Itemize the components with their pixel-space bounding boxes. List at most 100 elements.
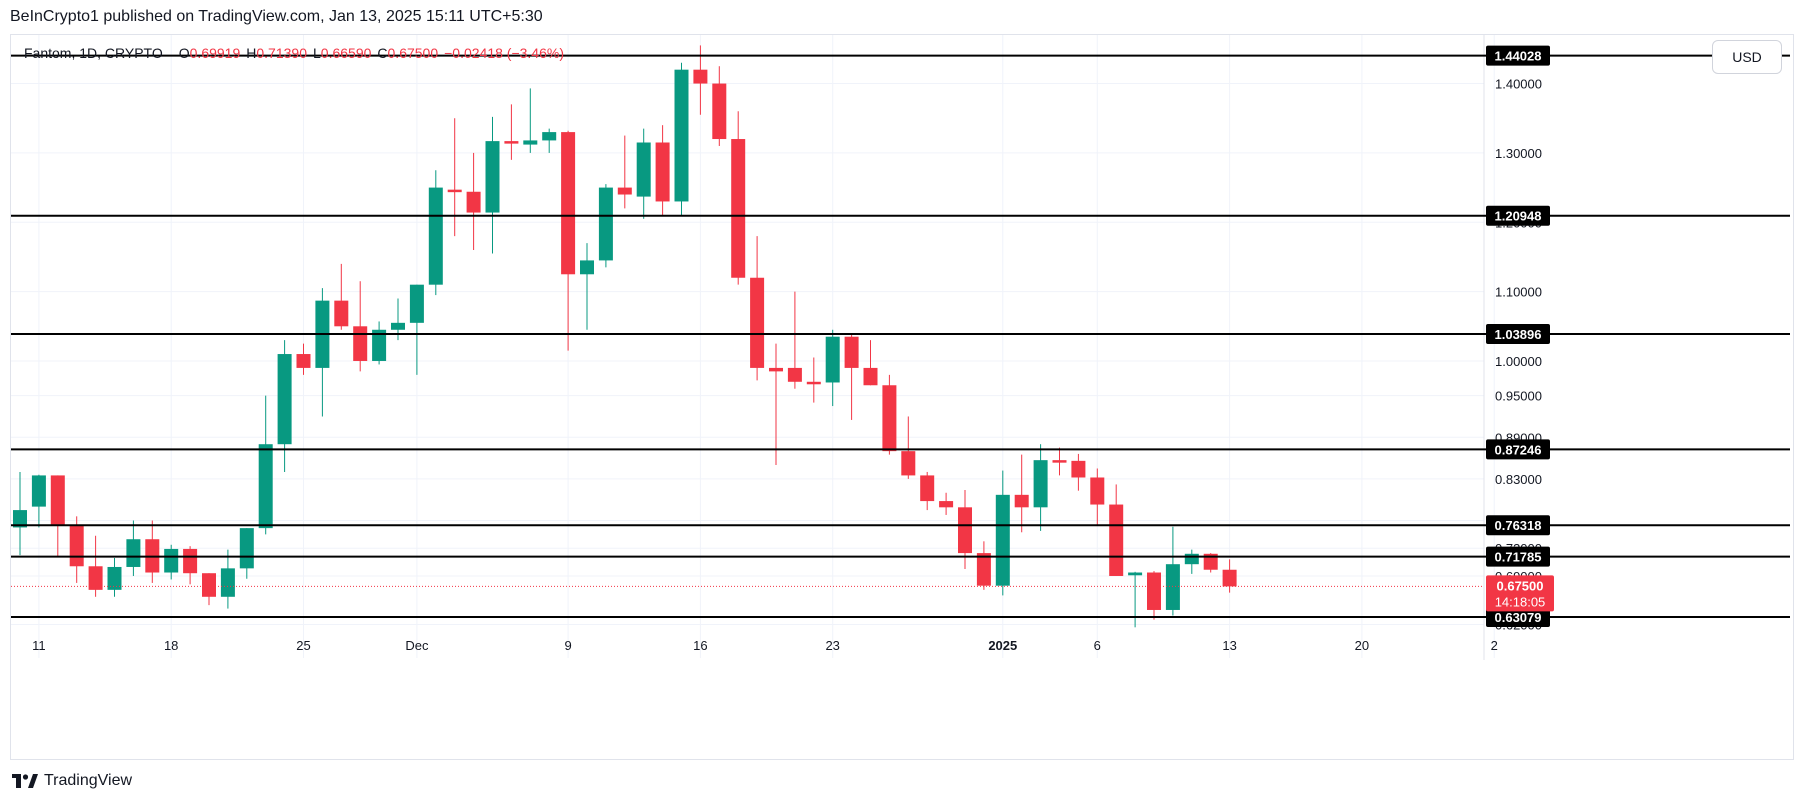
legend-open-value: 0.69919 xyxy=(189,45,241,61)
candle-body xyxy=(712,83,727,140)
candle xyxy=(466,152,481,251)
current-price-label: 0.67500 xyxy=(1497,578,1544,593)
level-label: 1.44028 xyxy=(1495,49,1542,64)
candle xyxy=(296,343,311,375)
x-tick-label: 18 xyxy=(164,638,178,653)
candle xyxy=(1090,468,1105,527)
candle xyxy=(31,474,46,528)
candle-body xyxy=(1071,460,1086,478)
candle-body xyxy=(655,142,670,202)
x-tick-label: 16 xyxy=(693,638,707,653)
candle xyxy=(617,135,632,209)
candle xyxy=(863,340,878,386)
candle xyxy=(409,284,424,375)
legend-low-value: 0.66590 xyxy=(320,45,372,61)
x-tick-label: 13 xyxy=(1222,638,1236,653)
candle xyxy=(542,128,557,153)
candle xyxy=(258,395,273,535)
candle-body xyxy=(391,322,405,330)
y-tick-label: 1.30000 xyxy=(1495,146,1542,161)
candle-body xyxy=(353,326,368,361)
candle-body xyxy=(183,548,198,574)
candle xyxy=(164,544,179,580)
level-label: 0.87246 xyxy=(1495,442,1542,457)
currency-selector[interactable]: USD xyxy=(1712,40,1782,74)
legend-high-value: 0.71390 xyxy=(256,45,307,61)
candle xyxy=(1109,484,1124,576)
candle-body xyxy=(1147,572,1161,610)
candle-body xyxy=(617,187,632,195)
candle xyxy=(674,62,689,216)
level-label: 0.63079 xyxy=(1495,610,1542,625)
candle xyxy=(1033,444,1048,531)
candle-body xyxy=(13,510,27,528)
candle xyxy=(353,281,368,372)
x-tick-label: 2 xyxy=(1491,638,1498,653)
candle-body xyxy=(239,528,254,569)
candle-body xyxy=(277,354,292,445)
candle-body xyxy=(466,191,481,213)
candle xyxy=(202,573,216,606)
candle-body xyxy=(1165,564,1180,610)
level-label: 0.76318 xyxy=(1495,518,1542,533)
candle xyxy=(580,243,594,330)
level-tag xyxy=(1486,607,1550,628)
candle-body xyxy=(580,260,594,275)
current-price-tag xyxy=(1486,575,1554,612)
candle xyxy=(995,470,1010,596)
candle xyxy=(1222,559,1237,593)
tradingview-logo-icon xyxy=(12,774,38,788)
candle-body xyxy=(428,187,443,285)
legend-change: −0.02418 (−3.46%) xyxy=(444,45,564,61)
tradingview-brand[interactable]: TradingView xyxy=(12,772,132,790)
level-tag xyxy=(1486,205,1550,226)
candle xyxy=(220,549,235,609)
candle-body xyxy=(1128,572,1143,576)
candle-body xyxy=(750,277,765,368)
candle-body xyxy=(126,539,141,567)
candle-body xyxy=(976,553,991,586)
y-tick-label: 0.83000 xyxy=(1495,472,1542,487)
level-tag xyxy=(1486,515,1550,536)
x-tick-label: 9 xyxy=(564,638,571,653)
candle-body xyxy=(939,501,954,508)
candle xyxy=(1052,447,1067,476)
candle-body xyxy=(731,139,746,278)
x-tick-label: 23 xyxy=(825,638,839,653)
brand-name: TradingView xyxy=(44,772,133,789)
legend-open-label: O xyxy=(178,45,190,61)
x-tick-label: 6 xyxy=(1094,638,1101,653)
level-tag xyxy=(1486,439,1550,460)
candle xyxy=(939,492,954,515)
candle-body xyxy=(787,367,802,382)
candle-body xyxy=(1014,494,1029,508)
ohlc-legend: Fantom, 1D, CRYPTO O0.69919 H0.71390 L0.665… xyxy=(24,45,564,61)
candle xyxy=(50,475,65,557)
x-tick-label: 11 xyxy=(32,638,46,653)
x-tick-label: Dec xyxy=(405,638,429,653)
candle xyxy=(372,321,387,365)
candle xyxy=(277,340,292,472)
candle xyxy=(88,535,103,597)
candle xyxy=(485,116,500,254)
candle xyxy=(504,104,519,160)
candle-body xyxy=(485,141,500,213)
candle xyxy=(920,471,935,511)
candle-body xyxy=(882,385,897,452)
y-tick-label: 1.10000 xyxy=(1495,285,1542,300)
candle xyxy=(561,130,576,351)
candle xyxy=(882,374,897,455)
candle xyxy=(750,236,765,381)
candle-body xyxy=(1109,504,1124,576)
x-tick-label: 20 xyxy=(1355,638,1369,653)
legend-high-label: H xyxy=(246,45,257,61)
candle-body xyxy=(825,336,840,383)
candle-body xyxy=(561,132,576,275)
candle-body xyxy=(636,142,651,197)
candle xyxy=(731,111,746,285)
publisher-line: BeInCrypto1 published on TradingView.com… xyxy=(10,8,543,25)
level-tag xyxy=(1486,323,1550,344)
candle xyxy=(1147,571,1161,620)
candle-body xyxy=(995,494,1010,586)
